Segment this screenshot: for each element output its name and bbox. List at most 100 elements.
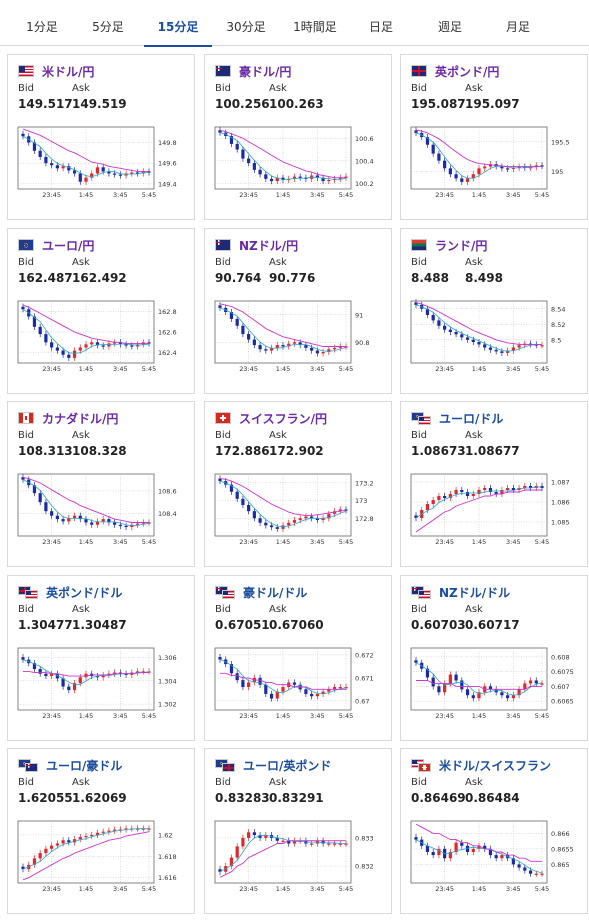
rate-card-chf-jpy[interactable]: スイスフラン/円 Bid Ask 172.886 172.902 23:45 1:45 3:4… [204, 401, 392, 567]
rate-card-eur-usd[interactable]: ユーロ/ドル Bid Ask 1.08673 1.08677 23:45 1:45 3:45 5… [400, 401, 588, 567]
pair-title[interactable]: ユーロ/ドル [439, 411, 504, 426]
rate-card-eur-jpy[interactable]: ユーロ/円 Bid Ask 162.487 162.492 23:45 1:45 3:45 5:… [7, 228, 195, 394]
candle-body [528, 486, 533, 488]
ma-long-line [219, 303, 346, 347]
rate-card-eur-aud[interactable]: ユーロ/豪ドル Bid Ask 1.62055 1.62069 23:45 1:45 3:45… [7, 748, 195, 914]
rate-card-aud-usd[interactable]: 豪ドル/ドル Bid Ask 0.67051 0.67060 23:45 1:45 3:45 5… [204, 575, 392, 741]
candle-body [500, 855, 504, 859]
tab-weekly[interactable]: 週足 [437, 20, 462, 34]
price-chart[interactable]: 23:45 1:45 3:45 5:45 0.866 0.8655 0.865 [410, 819, 583, 899]
candle-body [506, 350, 510, 353]
pair-title[interactable]: スイスフラン/円 [239, 411, 328, 426]
x-tick-label: 3:45 [113, 365, 128, 373]
rate-card-usd-chf[interactable]: 米ドル/スイスフラン Bid Ask 0.86469 0.86484 23:45 1:45 3… [400, 748, 588, 914]
rate-card-nzd-jpy[interactable]: NZドル/円 Bid Ask 90.764 90.776 23:45 1:45 3:45 5:4… [204, 228, 392, 394]
candle-body [540, 345, 544, 347]
tab-1hour[interactable]: 1時間足 [293, 20, 337, 34]
rate-card-gbp-usd[interactable]: 英ポンド/ドル Bid Ask 1.30477 1.30487 23:45 1:45 3:45… [7, 575, 195, 741]
tab-daily[interactable]: 日足 [368, 20, 393, 34]
tab-monthly[interactable]: 月足 [505, 20, 530, 34]
candle-body [437, 320, 441, 326]
card-header: 英ポンド/ドル [18, 583, 122, 601]
ma-short-line [219, 132, 347, 180]
candle-body [281, 525, 285, 529]
x-tick-label: 5:45 [535, 365, 550, 373]
price-chart[interactable]: 23:45 1:45 3:45 5:45 162.8 162.6 162.4 [17, 299, 190, 379]
candle-body [107, 343, 111, 347]
pair-title[interactable]: ユーロ/円 [42, 238, 95, 253]
price-chart[interactable]: 23:45 1:45 3:45 5:45 149.8 149.6 149.4 [17, 125, 190, 205]
x-tick-label: 1:45 [472, 538, 487, 546]
pair-title[interactable]: ユーロ/豪ドル [46, 758, 123, 773]
x-tick-label: 5:45 [339, 712, 354, 720]
rate-card-eur-gbp[interactable]: ユーロ/英ポンド Bid Ask 0.83283 0.83291 23:45 1:45 3:4… [204, 748, 392, 914]
ma-long-line [22, 476, 149, 523]
tab-5min[interactable]: 5分足 [92, 20, 124, 34]
x-tick-label: 1:45 [79, 365, 94, 373]
candle-body [506, 695, 510, 699]
price-chart[interactable]: 23:45 1:45 3:45 5:45 0.608 0.6075 0.607 0.6065 [410, 646, 583, 726]
candle-body [124, 828, 128, 830]
candle-body [72, 170, 77, 174]
card-header: ユーロ/ドル [411, 409, 503, 427]
candle-body [500, 351, 504, 353]
ask-label: Ask [465, 604, 483, 615]
price-chart[interactable]: 23:45 1:45 3:45 5:45 1.087 1.086 1.085 [410, 472, 583, 552]
price-chart[interactable]: 23:45 1:45 3:45 5:45 195.5 195 [410, 125, 583, 205]
rate-card-aud-jpy[interactable]: 豪ドル/円 Bid Ask 100.256 100.263 23:45 1:45 3:45 5:… [204, 54, 392, 220]
candle-body [292, 342, 297, 344]
y-tick-label: 149.6 [158, 160, 177, 168]
candle-body [258, 835, 262, 838]
rate-card-cad-jpy[interactable]: カナダドル/円 Bid Ask 108.313 108.328 23:45 1:45 3:45… [7, 401, 195, 567]
tab-15min[interactable]: 15分足 [144, 0, 212, 47]
pair-title[interactable]: 英ポンド/ドル [46, 585, 123, 600]
candle-body [460, 680, 464, 690]
price-chart[interactable]: 23:45 1:45 3:45 5:45 0.672 0.671 0.67 [214, 646, 387, 726]
candle-body [488, 686, 493, 690]
pair-title[interactable]: 米ドル/スイスフラン [439, 758, 552, 773]
pair-title[interactable]: 豪ドル/円 [239, 64, 292, 79]
candle-body [275, 527, 279, 529]
tab-1min[interactable]: 1分足 [26, 20, 58, 34]
price-chart[interactable]: 23:45 1:45 3:45 5:45 1.306 1.304 1.302 [17, 646, 190, 726]
ask-label: Ask [269, 83, 287, 94]
candle-body [264, 349, 268, 351]
candle-body [327, 513, 331, 519]
flag-icon [215, 759, 235, 772]
candle-body [540, 165, 544, 167]
bid-value: 1.62055 [18, 791, 73, 805]
price-chart[interactable]: 23:45 1:45 3:45 5:45 173.2 173 172.8 [214, 472, 387, 552]
candle-body [61, 519, 65, 522]
candle-body [21, 133, 25, 137]
price-chart[interactable]: 23:45 1:45 3:45 5:45 108.6 108.4 [17, 472, 190, 552]
candle-body [84, 177, 88, 182]
candle-body [488, 488, 493, 492]
pair-title[interactable]: ユーロ/英ポンド [243, 758, 332, 773]
price-chart[interactable]: 23:45 1:45 3:45 5:45 100.6 100.4 100.2 [214, 125, 387, 205]
pair-title[interactable]: 英ポンド/円 [435, 64, 500, 79]
ask-value: 0.86484 [465, 791, 520, 805]
ma-long-line [22, 831, 150, 881]
rate-card-gbp-jpy[interactable]: 英ポンド/円 Bid Ask 195.087 195.097 23:45 1:45 3:45 5… [400, 54, 588, 220]
pair-title[interactable]: カナダドル/円 [42, 411, 119, 426]
rate-card-nzd-usd[interactable]: NZドル/ドル Bid Ask 0.60703 0.60717 23:45 1:45 3:45… [400, 575, 588, 741]
tab-30min[interactable]: 30分足 [226, 20, 266, 34]
pair-title[interactable]: 米ドル/円 [42, 64, 95, 79]
pair-title[interactable]: 豪ドル/ドル [243, 585, 308, 600]
pair-title[interactable]: ランド/円 [435, 238, 488, 253]
price-chart[interactable]: 23:45 1:45 3:45 5:45 91 90.8 [214, 299, 387, 379]
price-chart[interactable]: 23:45 1:45 3:45 5:45 0.833 0.832 [214, 819, 387, 899]
pair-title[interactable]: NZドル/円 [239, 238, 299, 253]
rate-card-usd-jpy[interactable]: 米ドル/円 Bid Ask 149.517 149.519 23:45 1:45 3:45 5:… [7, 54, 195, 220]
candle-body [471, 848, 475, 852]
price-chart[interactable]: 23:45 1:45 3:45 5:45 8.54 8.52 8.5 [410, 299, 583, 379]
candle-body [50, 163, 54, 166]
candle-body [477, 490, 481, 494]
pair-title[interactable]: NZドル/ドル [439, 585, 511, 600]
price-chart[interactable]: 23:45 1:45 3:45 5:45 1.62 1.618 1.616 [17, 819, 190, 899]
candle-body [107, 519, 111, 523]
candle-body [38, 150, 42, 157]
bid-label: Bid [215, 604, 231, 615]
rate-card-zar-jpy[interactable]: ランド/円 Bid Ask 8.488 8.498 23:45 1:45 3:45 5:45 8.… [400, 228, 588, 394]
candle-body [147, 522, 151, 524]
